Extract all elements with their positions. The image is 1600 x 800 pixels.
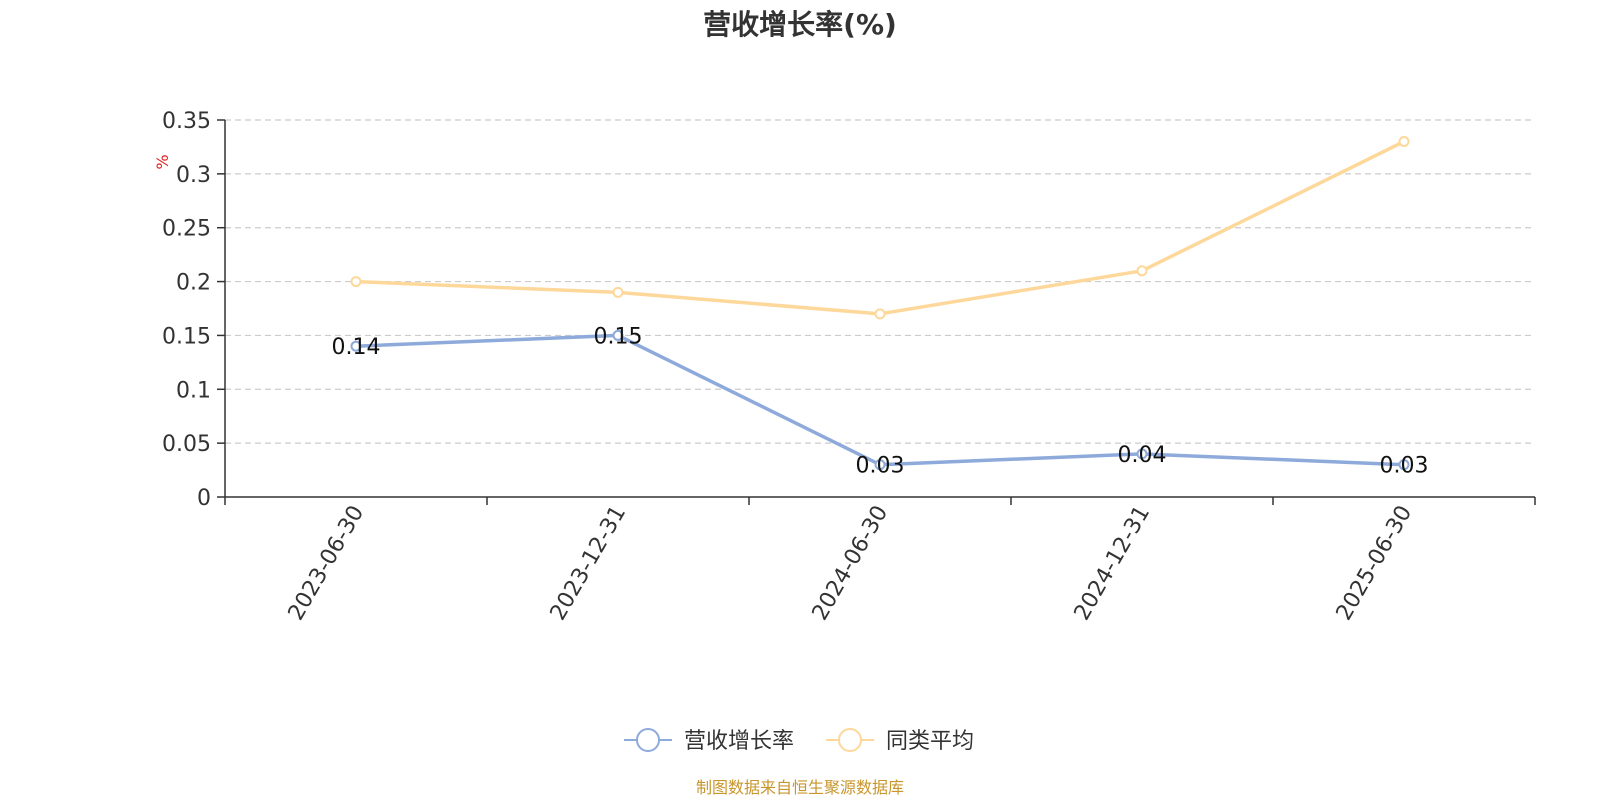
legend-label-revenue-growth: 营收增长率: [684, 729, 794, 754]
series-lines: [350, 136, 1410, 471]
axes: 0 0.05 0.1 0.15 0.2 0.25 0.3 0.35 2023-06-30 2023…: [162, 109, 1536, 625]
data-label: 0.14: [332, 335, 381, 360]
x-tick-label: 2023-12-31: [546, 502, 632, 625]
x-tick-label: 2024-12-31: [1070, 502, 1156, 625]
data-label: 0.03: [856, 454, 905, 479]
data-point: [1136, 448, 1148, 460]
y-tick-label: 0.35: [162, 109, 211, 134]
y-tick-label: 0.15: [162, 324, 211, 349]
data-point: [1398, 459, 1410, 471]
data-point: [1398, 136, 1410, 148]
legend-item-revenue-growth[interactable]: 营收增长率: [624, 728, 794, 754]
legend-marker-icon: [838, 728, 862, 752]
y-tick-label: 0.05: [162, 432, 211, 457]
y-tick-label: 0.2: [176, 271, 211, 296]
data-label: 0.15: [594, 324, 643, 349]
data-labels: 0.14 0.15 0.03 0.04 0.03: [332, 324, 1429, 478]
y-tick-label: 0.3: [176, 163, 211, 188]
y-tick-label: 0.25: [162, 217, 211, 242]
chart-title: 营收增长率(%): [703, 8, 897, 41]
legend: 营收增长率 同类平均: [624, 728, 974, 754]
x-tick-label: 2023-06-30: [284, 502, 370, 625]
legend-label-peer-average: 同类平均: [886, 729, 974, 754]
y-tick-label: 0.1: [176, 378, 211, 403]
data-label: 0.04: [1118, 443, 1167, 468]
legend-item-peer-average[interactable]: 同类平均: [826, 728, 974, 754]
data-point: [612, 286, 624, 298]
data-point: [874, 459, 886, 471]
data-point: [874, 308, 886, 320]
data-point: [350, 340, 362, 352]
x-tick-label: 2024-06-30: [808, 502, 894, 625]
data-point: [612, 329, 624, 341]
data-point: [350, 276, 362, 288]
series-line-0: [355, 333, 1405, 467]
data-point: [1136, 265, 1148, 277]
grid-lines: [225, 119, 1535, 444]
y-tick-label: 0: [197, 486, 211, 511]
data-label: 0.03: [1380, 454, 1429, 479]
source-note: 制图数据来自恒生聚源数据库: [696, 778, 904, 797]
x-tick-label: 2025-06-30: [1332, 502, 1418, 625]
legend-marker-icon: [636, 728, 660, 752]
y-axis-label: %: [153, 154, 172, 169]
